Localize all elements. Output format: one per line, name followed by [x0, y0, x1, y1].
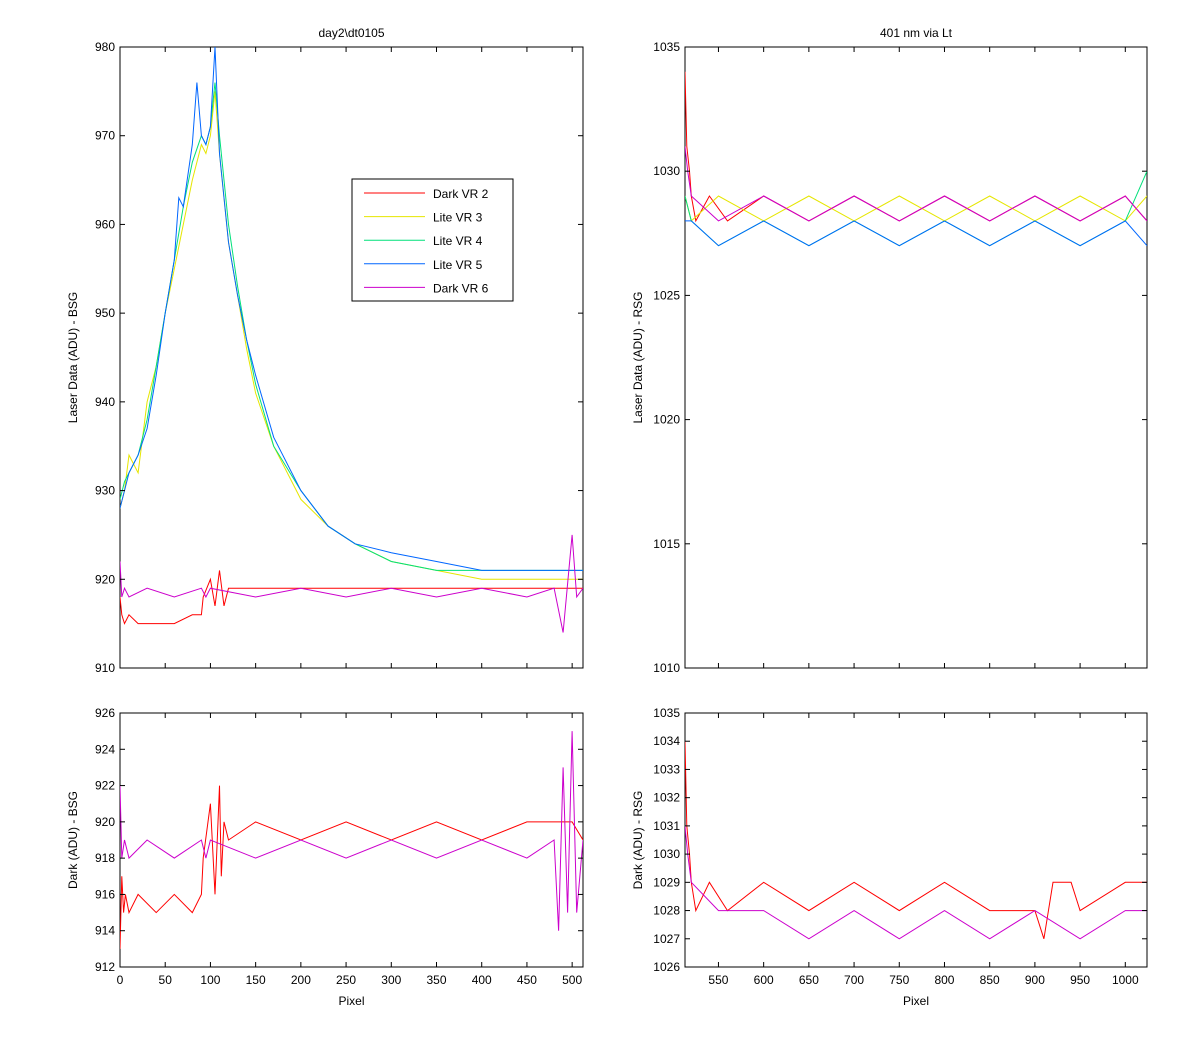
x-tick-label: 150 — [246, 973, 266, 987]
y-tick-label: 940 — [95, 395, 115, 409]
x-tick-label: 400 — [472, 973, 492, 987]
plot-area — [684, 712, 1148, 968]
y-tick-label: 930 — [95, 484, 115, 498]
y-tick-label: 910 — [95, 661, 115, 675]
y-tick-label: 924 — [95, 742, 115, 756]
plot-area — [119, 712, 584, 968]
x-tick-label: 0 — [117, 973, 124, 987]
series-line-lite-vr-5 — [685, 220, 1147, 247]
y-tick-label: 980 — [95, 40, 115, 54]
series-line-dark-vr-2 — [685, 741, 1147, 939]
y-axis-label: Laser Data (ADU) - BSG — [66, 292, 80, 423]
y-tick-label: 1035 — [653, 706, 680, 720]
y-axis-label: Dark (ADU) - BSG — [66, 791, 80, 889]
series-group — [685, 741, 1147, 940]
series-line-lite-vr-4 — [120, 82, 583, 571]
series-group — [120, 47, 583, 633]
dark-bsg-panel: 0 50 100 150 200 250 300 350 400 450 500 912 914 916 9… — [66, 706, 584, 1008]
y-tick-label: 1025 — [653, 288, 680, 302]
y-tick-label: 914 — [95, 924, 115, 938]
x-tick-label: 650 — [799, 973, 819, 987]
x-tick-label: 600 — [754, 973, 774, 987]
x-tick-label: 1000 — [1112, 973, 1139, 987]
x-tick-label: 900 — [1025, 973, 1045, 987]
y-tick-label: 1035 — [653, 40, 680, 54]
y-tick-label: 1010 — [653, 661, 680, 675]
chart-title: day2\dt0105 — [318, 26, 384, 40]
series-line-lite-vr-5 — [120, 47, 583, 571]
y-tick-label: 920 — [95, 572, 115, 586]
x-tick-label: 350 — [426, 973, 446, 987]
legend-label: Dark VR 2 — [433, 187, 489, 201]
x-tick-label: 300 — [381, 973, 401, 987]
y-tick-label: 1030 — [653, 164, 680, 178]
laser-rsg-panel: 1010 1015 1020 1025 1030 1035 401 nm via Lt Las… — [631, 26, 1148, 675]
y-tick-label: 1029 — [653, 875, 680, 889]
series-line-dark-vr-6 — [120, 534, 583, 633]
y-tick-label: 970 — [95, 129, 115, 143]
y-tick-label: 1027 — [653, 932, 680, 946]
series-group — [685, 71, 1147, 247]
y-tick-label: 1015 — [653, 537, 680, 551]
y-tick-label: 1028 — [653, 904, 680, 918]
y-tick-label: 960 — [95, 217, 115, 231]
y-tick-label: 918 — [95, 851, 115, 865]
chart-title: 401 nm via Lt — [880, 26, 953, 40]
series-group — [120, 731, 583, 949]
series-line-dark-vr-2 — [120, 570, 583, 625]
x-axis-label: Pixel — [338, 994, 364, 1008]
series-line-lite-vr-3 — [685, 195, 1147, 222]
series-line-dark-vr-6 — [120, 731, 583, 931]
y-tick-label: 1032 — [653, 791, 680, 805]
y-tick-label: 1026 — [653, 960, 680, 974]
series-line-dark-vr-2 — [120, 785, 583, 949]
y-axis-label: Laser Data (ADU) - RSG — [631, 291, 645, 423]
legend-label: Dark VR 6 — [433, 281, 489, 295]
legend: Dark VR 2 Lite VR 3 Lite VR 4 Lite VR 5 Dark… — [351, 178, 514, 302]
y-tick-label: 1031 — [653, 819, 680, 833]
x-tick-label: 50 — [159, 973, 173, 987]
plot-area — [684, 46, 1148, 669]
laser-bsg-panel: 910 920 930 940 950 960 970 980 day2\dt0105 Laser… — [66, 26, 584, 675]
x-tick-label: 250 — [336, 973, 356, 987]
y-tick-label: 1030 — [653, 847, 680, 861]
x-tick-label: 950 — [1070, 973, 1090, 987]
legend-label: Lite VR 5 — [433, 258, 483, 272]
y-tick-label: 916 — [95, 887, 115, 901]
y-tick-label: 912 — [95, 960, 115, 974]
y-tick-label: 950 — [95, 306, 115, 320]
x-tick-label: 700 — [844, 973, 864, 987]
x-tick-label: 750 — [889, 973, 909, 987]
y-tick-label: 926 — [95, 706, 115, 720]
x-axis-label: Pixel — [903, 994, 929, 1008]
x-tick-label: 550 — [708, 973, 728, 987]
legend-label: Lite VR 4 — [433, 234, 483, 248]
y-axis-label: Dark (ADU) - RSG — [631, 791, 645, 890]
x-tick-label: 800 — [934, 973, 954, 987]
dark-rsg-panel: 550 600 650 700 750 800 850 900 950 1000 1026 1027 1… — [631, 706, 1148, 1008]
plot-area — [119, 46, 584, 669]
y-tick-label: 1033 — [653, 762, 680, 776]
series-line-dark-vr-6 — [685, 825, 1147, 940]
x-tick-label: 850 — [980, 973, 1000, 987]
x-tick-label: 500 — [562, 973, 582, 987]
y-tick-label: 922 — [95, 779, 115, 793]
x-tick-label: 100 — [200, 973, 220, 987]
y-tick-label: 920 — [95, 815, 115, 829]
y-tick-label: 1020 — [653, 413, 680, 427]
y-tick-label: 1034 — [653, 734, 680, 748]
x-tick-label: 450 — [517, 973, 537, 987]
series-line-dark-vr-6 — [685, 146, 1147, 222]
x-tick-label: 200 — [291, 973, 311, 987]
legend-label: Lite VR 3 — [433, 211, 483, 225]
